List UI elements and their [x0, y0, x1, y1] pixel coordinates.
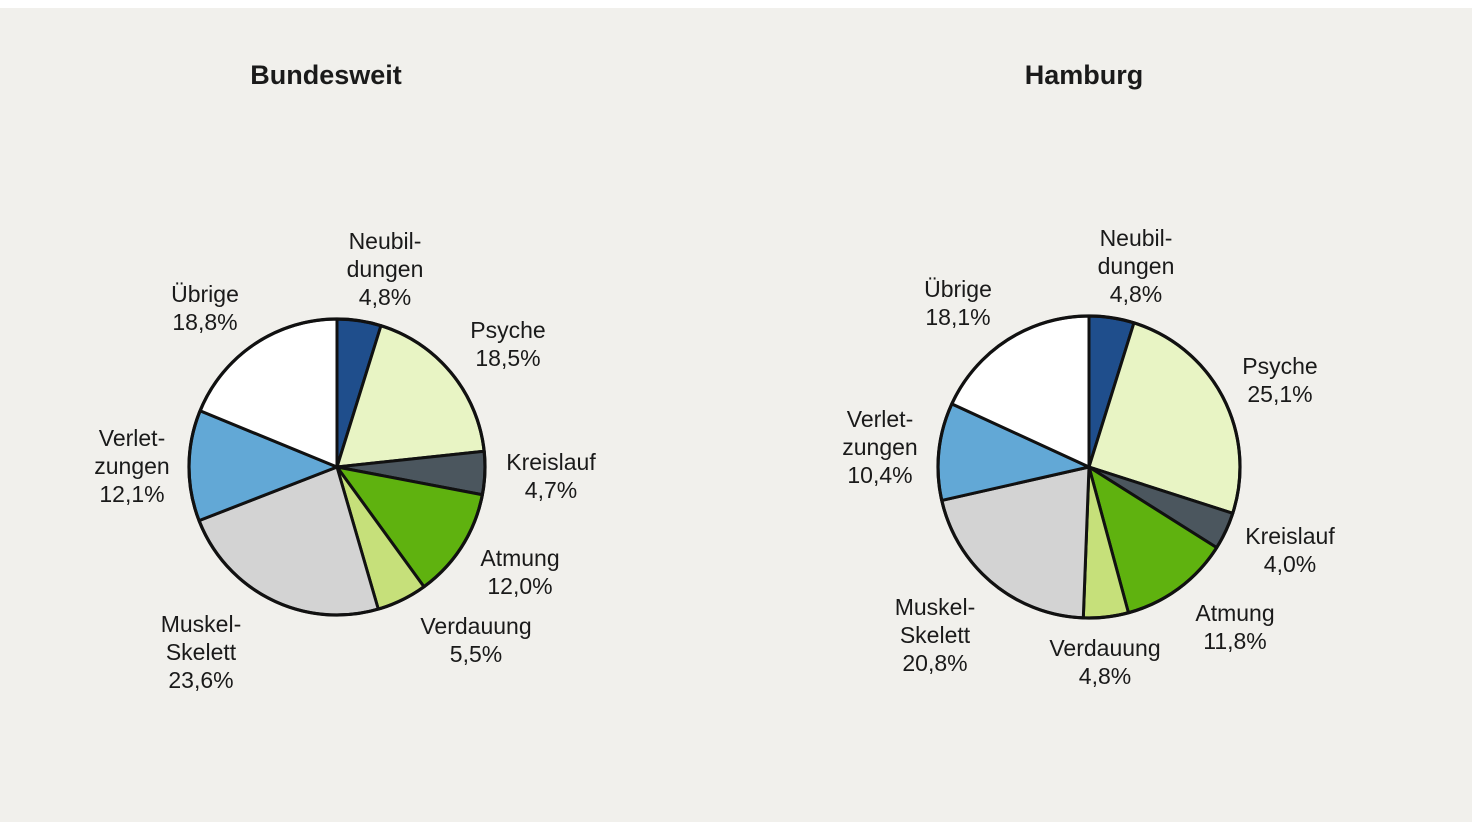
pie-chart-hamburg: Hamburg Neubil-dungen 4,8%Psyche 25,1%Krei… — [842, 60, 1335, 689]
slice-label-neubildungen: Neubil-dungen 4,8% — [347, 228, 424, 310]
slice-name-label: Neubil- — [1100, 225, 1173, 251]
slice-name-label: Muskel- — [895, 594, 976, 620]
slice-value-label: 18,8% — [172, 309, 237, 335]
slice-label-neubildungen: Neubil-dungen 4,8% — [1098, 225, 1175, 307]
slice-value-label: 10,4% — [847, 462, 912, 488]
slice-name-label: dungen — [1098, 253, 1175, 279]
pie-outline — [936, 314, 1242, 620]
slice-value-label: 4,7% — [525, 477, 577, 503]
slice-label-uebrige: Übrige 18,8% — [171, 281, 239, 335]
slice-value-label: 12,1% — [99, 481, 164, 507]
slice-name-label: Psyche — [1242, 353, 1317, 379]
slice-name-label: Atmung — [1195, 600, 1274, 626]
slice-value-label: 4,0% — [1264, 551, 1316, 577]
slice-value-label: 4,8% — [359, 284, 411, 310]
chart-title-bundesweit: Bundesweit — [250, 60, 402, 90]
slice-name-label: Atmung — [480, 545, 559, 571]
slice-name-label: Psyche — [470, 317, 545, 343]
slice-value-label: 18,5% — [475, 345, 540, 371]
slice-label-verdauung: Verdauung 4,8% — [1049, 635, 1160, 689]
slice-label-atmung: Atmung 11,8% — [1195, 600, 1274, 654]
slice-label-verletzungen: Verlet-zungen 12,1% — [94, 425, 169, 507]
slice-label-muskelskelett: Muskel-Skelett 20,8% — [895, 594, 976, 676]
slice-name-label: Skelett — [166, 639, 237, 665]
slice-label-kreislauf: Kreislauf 4,0% — [1245, 523, 1335, 577]
slice-value-label: 11,8% — [1203, 628, 1267, 654]
pie-chart-bundesweit: Bundesweit Neubil-dungen 4,8% Psyche 18,5% K… — [94, 60, 596, 693]
slice-value-label: 4,8% — [1079, 663, 1131, 689]
slice-label-atmung: Atmung 12,0% — [480, 545, 559, 599]
slice-name-label: Neubil- — [349, 228, 422, 254]
slice-value-label: 20,8% — [902, 650, 967, 676]
slice-value-label: 18,1% — [925, 304, 990, 330]
slice-value-label: 5,5% — [450, 641, 502, 667]
slice-label-verletzungen: Verlet-zungen 10,4% — [842, 406, 917, 488]
slice-name-label: Übrige — [171, 281, 239, 307]
slice-name-label: Kreislauf — [1245, 523, 1335, 549]
slice-name-label: Verlet- — [99, 425, 165, 451]
slice-name-label: Skelett — [900, 622, 971, 648]
slice-name-label: Muskel- — [161, 611, 242, 637]
slice-label-uebrige: Übrige 18,1% — [924, 276, 992, 330]
slice-value-label: 4,8% — [1110, 281, 1162, 307]
slice-name-label: Verdauung — [420, 613, 531, 639]
chart-title-hamburg: Hamburg — [1025, 60, 1144, 90]
slice-value-label: 23,6% — [168, 667, 233, 693]
slice-label-kreislauf: Kreislauf 4,7% — [506, 449, 596, 503]
slice-name-label: Übrige — [924, 276, 992, 302]
slice-name-label: dungen — [347, 256, 424, 282]
slice-name-label: zungen — [94, 453, 169, 479]
slice-name-label: zungen — [842, 434, 917, 460]
pie-outline — [187, 317, 487, 617]
slice-label-psyche: Psyche 25,1% — [1242, 353, 1317, 407]
slice-label-verdauung: Verdauung 5,5% — [420, 613, 531, 667]
slice-value-label: 25,1% — [1247, 381, 1312, 407]
slice-name-label: Verlet- — [847, 406, 913, 432]
slice-value-label: 12,0% — [487, 573, 552, 599]
slice-label-psyche: Psyche 18,5% — [470, 317, 545, 371]
slice-name-label: Kreislauf — [506, 449, 596, 475]
slice-name-label: Verdauung — [1049, 635, 1160, 661]
slice-label-muskelskelett: Muskel-Skelett 23,6% — [161, 611, 242, 693]
